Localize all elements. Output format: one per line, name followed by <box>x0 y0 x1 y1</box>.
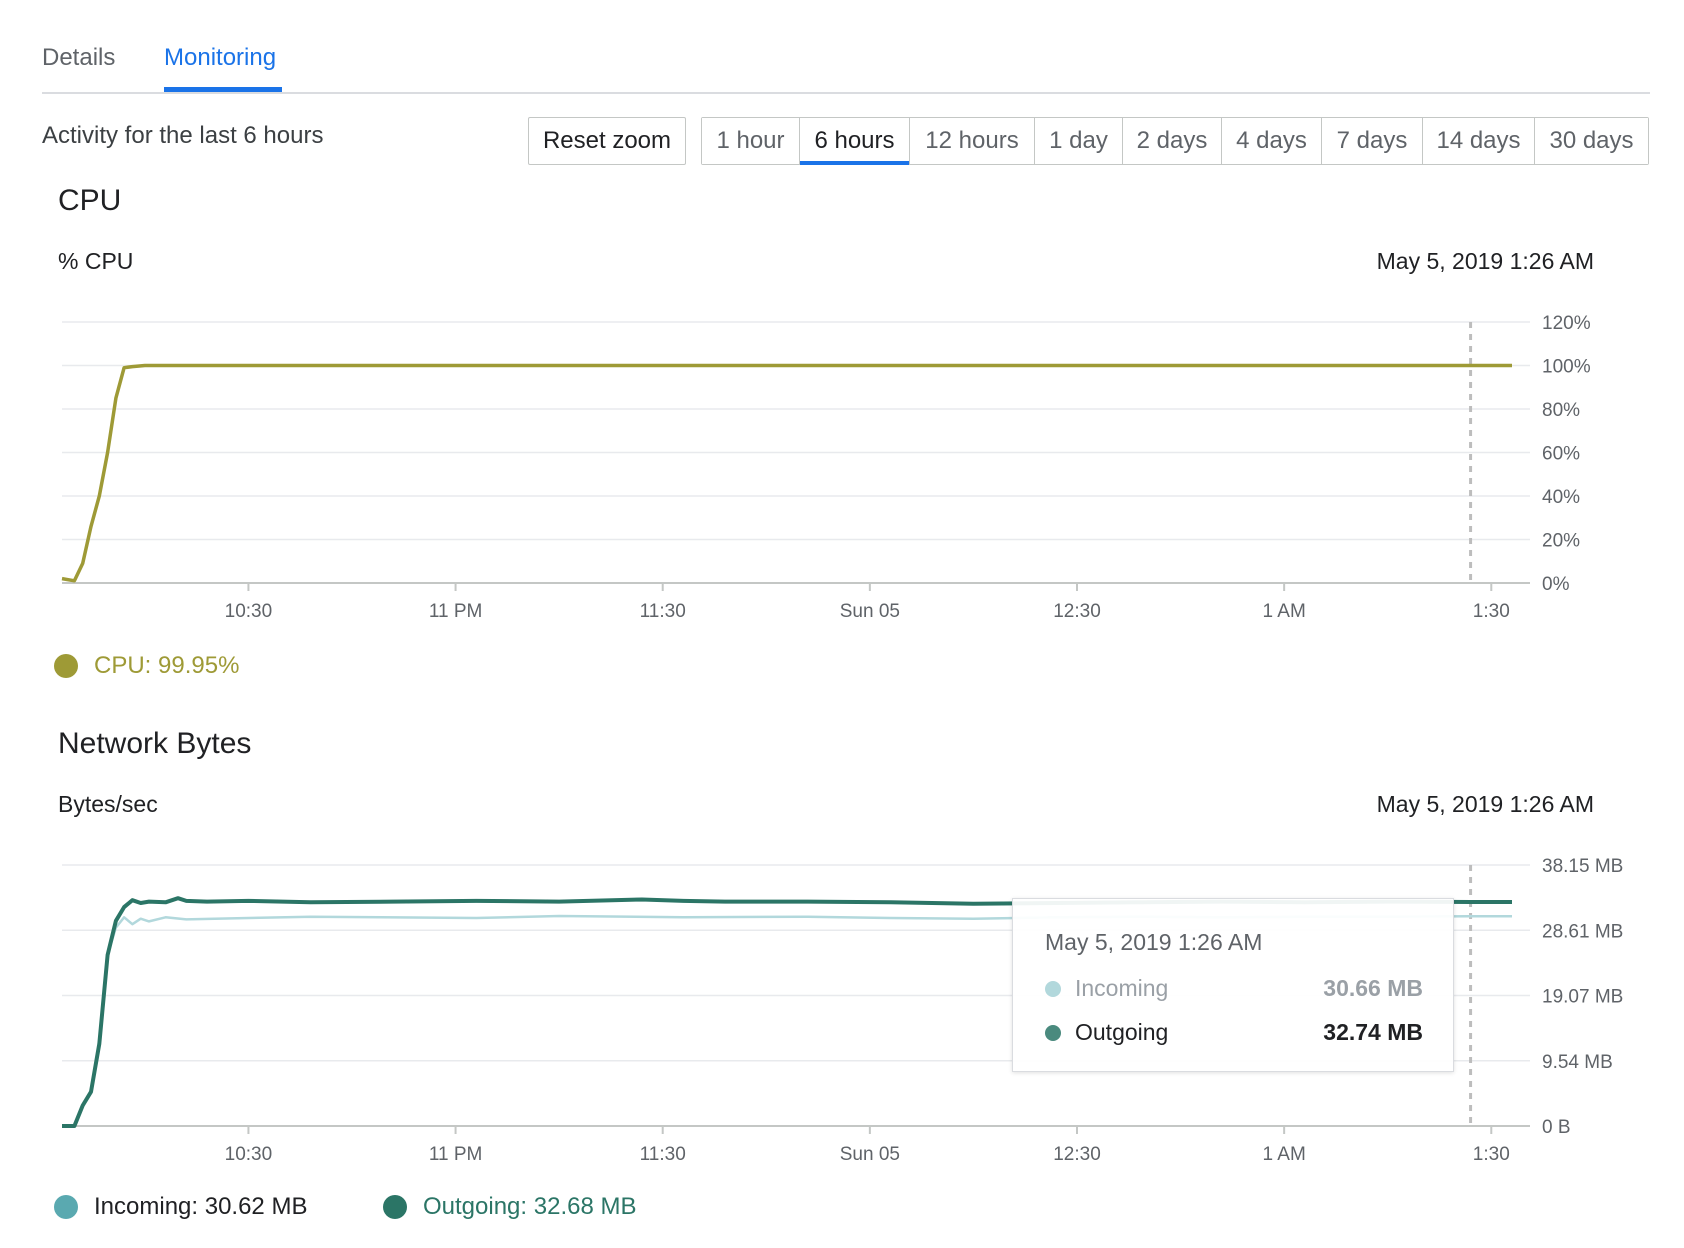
range-12-hours[interactable]: 12 hours <box>910 118 1035 164</box>
outgoing-legend[interactable]: Outgoing: 32.68 MB <box>383 1193 636 1221</box>
outgoing-legend-dot <box>383 1195 407 1219</box>
cpu-y-tick-label: 20% <box>1542 531 1580 552</box>
tooltip-time: May 5, 2019 1:26 AM <box>1045 929 1263 955</box>
incoming-legend-dot <box>54 1195 78 1219</box>
tab-details[interactable]: Details <box>42 44 116 71</box>
cpu-y-tick-label: 0% <box>1542 574 1570 595</box>
incoming-legend[interactable]: Incoming: 30.62 MB <box>54 1193 307 1221</box>
cpu-legend[interactable]: CPU: 99.95% <box>54 652 239 680</box>
network-x-tick-label: 10:30 <box>225 1144 273 1165</box>
network-x-tick-label: 1 AM <box>1262 1144 1305 1165</box>
tooltip-outgoing-dot <box>1045 1024 1061 1041</box>
network-y-tick-label: 19.07 MB <box>1542 987 1623 1008</box>
network-tooltip: May 5, 2019 1:26 AM Incoming 30.66 MB Ou… <box>1012 898 1454 1072</box>
tooltip-row-incoming: Incoming 30.66 MB <box>1045 975 1423 1002</box>
tab-bar: Details Monitoring <box>42 0 1650 94</box>
network-y-tick-label: 9.54 MB <box>1542 1052 1613 1073</box>
tooltip-outgoing-name: Outgoing <box>1075 1019 1169 1045</box>
cpu-x-tick-label: 12:30 <box>1053 601 1101 622</box>
range-6-hours[interactable]: 6 hours <box>800 118 910 165</box>
cpu-x-tick-label: 11:30 <box>640 601 686 622</box>
range-14-days[interactable]: 14 days <box>1423 118 1535 164</box>
network-x-tick-label: 12:30 <box>1053 1144 1101 1165</box>
reset-zoom-button[interactable]: Reset zoom <box>528 117 686 165</box>
network-x-tick-label: Sun 05 <box>840 1144 900 1165</box>
network-x-tick-label: 11 PM <box>429 1144 483 1165</box>
cpu-x-tick-label: 1:30 <box>1473 601 1510 622</box>
network-y-tick-label: 28.61 MB <box>1542 921 1623 942</box>
tooltip-incoming-name: Incoming <box>1075 975 1169 1001</box>
cpu-x-tick-label: 1 AM <box>1262 601 1305 622</box>
network-y-tick-label: 0 B <box>1542 1117 1571 1138</box>
range-2-days[interactable]: 2 days <box>1123 118 1222 164</box>
tooltip-incoming-value: 30.66 MB <box>1323 975 1423 1001</box>
cpu-chart-title: CPU <box>58 184 122 217</box>
cpu-y-tick-label: 40% <box>1542 487 1580 508</box>
cpu-x-tick-label: 10:30 <box>225 601 273 622</box>
outgoing-legend-label: Outgoing: 32.68 MB <box>423 1193 637 1220</box>
incoming-legend-label: Incoming: 30.62 MB <box>94 1193 308 1220</box>
network-unit-label: Bytes/sec <box>58 791 158 817</box>
cpu-x-tick-label: Sun 05 <box>840 601 900 622</box>
cpu-y-tick-label: 100% <box>1542 357 1591 378</box>
range-7-days[interactable]: 7 days <box>1322 118 1423 164</box>
cpu-hover-time: May 5, 2019 1:26 AM <box>1376 248 1594 274</box>
tab-monitoring[interactable]: Monitoring <box>164 44 277 71</box>
range-30-days[interactable]: 30 days <box>1535 118 1648 164</box>
active-tab-indicator <box>164 87 282 92</box>
cpu-y-tick-label: 120% <box>1542 313 1591 334</box>
network-x-tick-label: 11:30 <box>640 1144 686 1165</box>
time-range-selector: 1 hour 6 hours 12 hours 1 day 2 days 4 d… <box>701 117 1649 165</box>
network-chart-title: Network Bytes <box>58 727 252 760</box>
network-hover-time: May 5, 2019 1:26 AM <box>1376 791 1594 817</box>
activity-range-label: Activity for the last 6 hours <box>42 122 324 149</box>
tooltip-row-outgoing: Outgoing 32.74 MB <box>1045 1019 1423 1046</box>
cpu-x-tick-label: 11 PM <box>429 601 483 622</box>
cpu-legend-label: CPU: 99.95% <box>94 652 240 679</box>
range-1-day[interactable]: 1 day <box>1035 118 1123 164</box>
range-1-hour[interactable]: 1 hour <box>702 118 800 164</box>
tooltip-incoming-dot <box>1045 980 1061 997</box>
network-y-tick-label: 38.15 MB <box>1542 856 1623 877</box>
cpu-y-tick-label: 80% <box>1542 400 1580 421</box>
range-4-days[interactable]: 4 days <box>1222 118 1322 164</box>
cpu-y-tick-label: 60% <box>1542 444 1580 465</box>
network-x-tick-label: 1:30 <box>1473 1144 1510 1165</box>
cpu-series-cpu-line <box>61 363 1512 583</box>
cpu-chart[interactable]: 120% 100% 80% 60% 40% 20% 0% 10:30 11 PM 11:30 Sun… <box>0 300 1684 622</box>
tooltip-outgoing-value: 32.74 MB <box>1323 1019 1423 1045</box>
cpu-legend-dot <box>54 654 78 678</box>
cpu-unit-label: % CPU <box>58 248 134 274</box>
